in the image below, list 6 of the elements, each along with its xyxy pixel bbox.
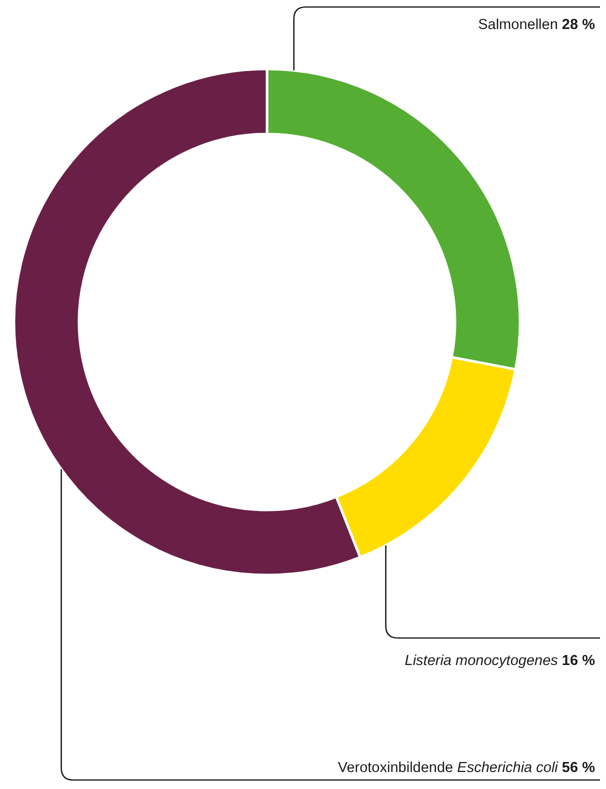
data-label: 56 % (558, 760, 596, 776)
slice-label: Listeria monocytogenes (404, 653, 558, 669)
slice-label: Salmonellen (478, 17, 558, 33)
data-label: 16 % (558, 653, 596, 669)
data-label: 28 % (558, 17, 596, 33)
slice-label: Verotoxinbildende Escherichia coli (338, 760, 559, 776)
